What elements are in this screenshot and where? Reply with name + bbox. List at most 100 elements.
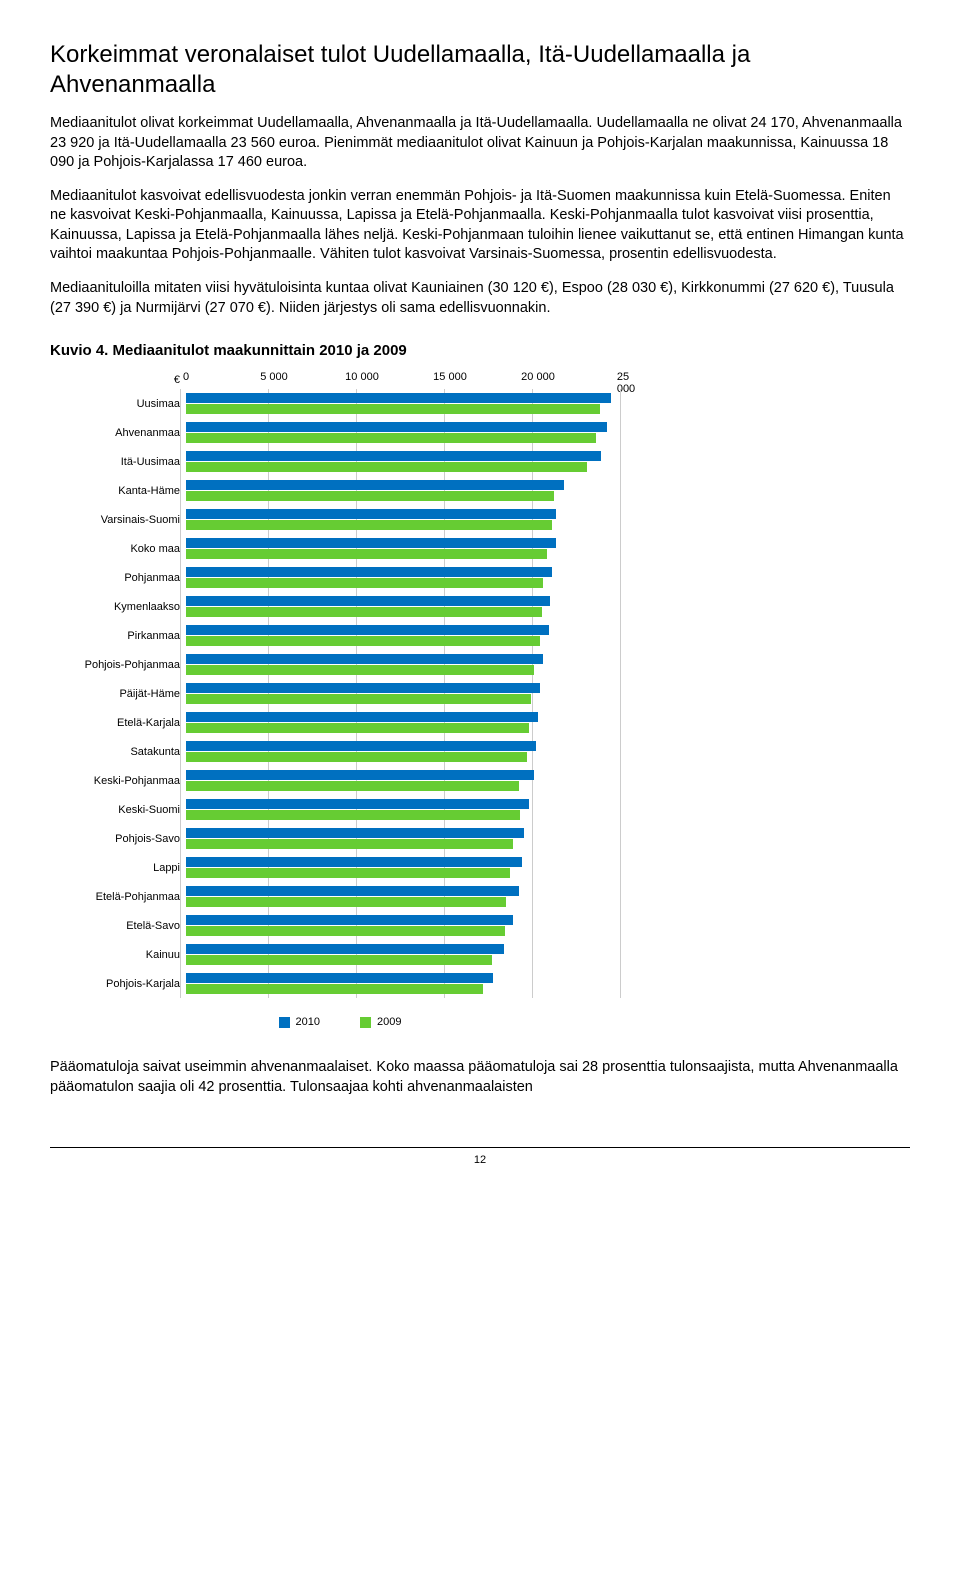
- bar-2010: [186, 422, 607, 432]
- bar-2010: [186, 567, 552, 577]
- bar-2009: [186, 404, 600, 414]
- bar-row: Keski-Pohjanmaa: [60, 766, 620, 795]
- bar-2009: [186, 520, 552, 530]
- bar-2009: [186, 433, 596, 443]
- bar-row: Itä-Uusimaa: [60, 447, 620, 476]
- bar-2009: [186, 491, 554, 501]
- bar-row: Etelä-Pohjanmaa: [60, 882, 620, 911]
- category-label: Ahvenanmaa: [60, 427, 186, 439]
- bar-2009: [186, 752, 527, 762]
- bar-row: Koko maa: [60, 534, 620, 563]
- bar-2009: [186, 578, 543, 588]
- bar-2010: [186, 828, 524, 838]
- category-label: Etelä-Karjala: [60, 717, 186, 729]
- category-label: Keski-Suomi: [60, 804, 186, 816]
- bar-2010: [186, 741, 536, 751]
- bar-2010: [186, 596, 550, 606]
- chart-container: €05 00010 00015 00020 00025 000UusimaaAh…: [50, 371, 910, 1028]
- bar-2010: [186, 915, 513, 925]
- x-tick: 5 000: [260, 371, 288, 383]
- figure-caption: Kuvio 4. Mediaanitulot maakunnittain 201…: [50, 342, 910, 359]
- bar-2009: [186, 665, 534, 675]
- category-label: Varsinais-Suomi: [60, 514, 186, 526]
- category-label: Kanta-Häme: [60, 485, 186, 497]
- bar-2010: [186, 538, 556, 548]
- paragraph-3: Mediaanituloilla mitaten viisi hyvätuloi…: [50, 279, 910, 318]
- bar-2010: [186, 973, 493, 983]
- bar-2009: [186, 839, 513, 849]
- bar-2009: [186, 868, 510, 878]
- bar-row: Pohjois-Pohjanmaa: [60, 650, 620, 679]
- category-label: Uusimaa: [60, 398, 186, 410]
- bar-row: Pirkanmaa: [60, 621, 620, 650]
- bar-2009: [186, 636, 540, 646]
- bar-2010: [186, 886, 519, 896]
- legend-label: 2010: [296, 1016, 320, 1028]
- bar-row: Pohjois-Savo: [60, 824, 620, 853]
- bar-row: Kanta-Häme: [60, 476, 620, 505]
- category-label: Etelä-Savo: [60, 920, 186, 932]
- category-label: Kymenlaakso: [60, 601, 186, 613]
- bar-2009: [186, 723, 529, 733]
- x-tick: 10 000: [345, 371, 379, 383]
- paragraph-2: Mediaanitulot kasvoivat edellisvuodesta …: [50, 187, 910, 265]
- bar-2010: [186, 944, 504, 954]
- bar-row: Varsinais-Suomi: [60, 505, 620, 534]
- bar-2010: [186, 451, 601, 461]
- bar-2009: [186, 897, 506, 907]
- bar-2009: [186, 549, 547, 559]
- bar-2009: [186, 926, 505, 936]
- bar-2010: [186, 770, 534, 780]
- legend-label: 2009: [377, 1016, 401, 1028]
- bar-2010: [186, 712, 538, 722]
- bar-2010: [186, 393, 611, 403]
- bar-2009: [186, 955, 492, 965]
- category-label: Pohjois-Karjala: [60, 978, 186, 990]
- bar-2010: [186, 625, 549, 635]
- bar-row: Etelä-Karjala: [60, 708, 620, 737]
- legend: 2010 2009: [60, 1016, 620, 1028]
- bar-2009: [186, 694, 531, 704]
- bar-row: Pohjois-Karjala: [60, 969, 620, 998]
- bar-2009: [186, 462, 587, 472]
- x-tick: 0: [183, 371, 189, 383]
- section-title: Korkeimmat veronalaiset tulot Uudellamaa…: [50, 40, 910, 100]
- legend-item: 2010: [279, 1016, 320, 1028]
- bar-row: Satakunta: [60, 737, 620, 766]
- bar-2010: [186, 799, 529, 809]
- legend-swatch: [279, 1017, 290, 1028]
- category-label: Päijät-Häme: [60, 688, 186, 700]
- bar-2009: [186, 781, 519, 791]
- bar-row: Kymenlaakso: [60, 592, 620, 621]
- category-label: Kainuu: [60, 949, 186, 961]
- category-label: Lappi: [60, 862, 186, 874]
- bar-row: Keski-Suomi: [60, 795, 620, 824]
- bar-2010: [186, 480, 564, 490]
- bar-row: Etelä-Savo: [60, 911, 620, 940]
- bar-row: Pohjanmaa: [60, 563, 620, 592]
- legend-swatch: [360, 1017, 371, 1028]
- paragraph-4: Pääomatuloja saivat useimmin ahvenanmaal…: [50, 1058, 910, 1097]
- category-label: Koko maa: [60, 543, 186, 555]
- x-tick: 15 000: [433, 371, 467, 383]
- bar-2010: [186, 509, 556, 519]
- category-label: Pirkanmaa: [60, 630, 186, 642]
- bar-2010: [186, 654, 543, 664]
- category-label: Keski-Pohjanmaa: [60, 775, 186, 787]
- bar-row: Uusimaa: [60, 389, 620, 418]
- bar-2010: [186, 683, 540, 693]
- category-label: Pohjois-Pohjanmaa: [60, 659, 186, 671]
- bar-2010: [186, 857, 522, 867]
- category-label: Itä-Uusimaa: [60, 456, 186, 468]
- bar-2009: [186, 607, 542, 617]
- x-tick: 20 000: [521, 371, 555, 383]
- axis-unit: €: [60, 374, 186, 386]
- paragraph-1: Mediaanitulot olivat korkeimmat Uudellam…: [50, 114, 910, 173]
- category-label: Etelä-Pohjanmaa: [60, 891, 186, 903]
- bar-row: Päijät-Häme: [60, 679, 620, 708]
- bar-2009: [186, 984, 483, 994]
- bar-row: Kainuu: [60, 940, 620, 969]
- category-label: Satakunta: [60, 746, 186, 758]
- page-number: 12: [50, 1147, 910, 1166]
- bar-2009: [186, 810, 520, 820]
